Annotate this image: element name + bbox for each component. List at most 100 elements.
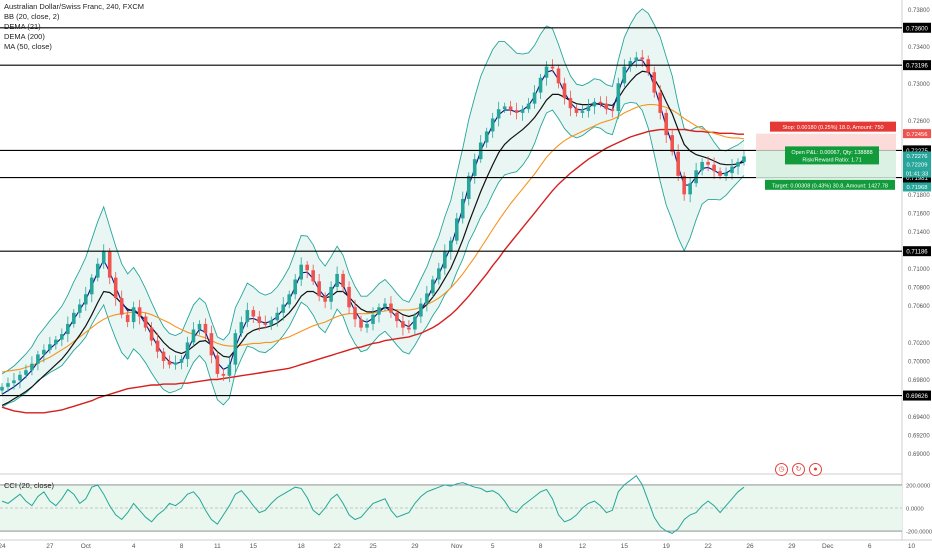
bollinger-lower <box>1 101 745 408</box>
candle-body <box>604 103 609 110</box>
candle-body <box>185 342 190 360</box>
time-tick-6: 15 <box>250 543 258 550</box>
time-tick-3: 4 <box>132 543 136 550</box>
candle-body <box>275 312 280 321</box>
candle-body <box>77 304 82 313</box>
candle-body <box>191 329 196 343</box>
candle-body <box>544 66 549 78</box>
candle-body <box>520 109 525 113</box>
candle-body <box>634 57 639 62</box>
price-tick-10: 0.70600 <box>908 304 930 310</box>
candle-body <box>664 112 669 136</box>
clock-icon[interactable]: ◷ <box>775 463 788 476</box>
candle-body <box>676 151 680 176</box>
candle-body <box>640 57 645 60</box>
candle-body <box>155 340 160 352</box>
cci-legend: CCI (20, close) <box>4 481 55 490</box>
candle-body <box>622 66 627 84</box>
candle-body <box>377 307 381 315</box>
target-label: Target: 0.00308 (0.43%) 30.8, Amount: 14… <box>772 183 888 189</box>
candle-body <box>107 251 112 278</box>
candle-body <box>95 263 100 278</box>
share-icon[interactable]: ↻ <box>792 463 805 476</box>
candle-body <box>215 355 220 374</box>
candle-body <box>437 268 441 280</box>
candle-body <box>448 240 453 252</box>
candle-body <box>574 108 579 113</box>
price-tick-7: 0.71400 <box>908 230 930 236</box>
candle-body <box>335 273 339 287</box>
candle-body <box>628 61 633 67</box>
candle-body <box>425 293 429 304</box>
price-tag-0 <box>903 129 931 139</box>
legend-ma50: MA (50, close) <box>4 42 52 51</box>
time-tick-11: Nov <box>451 543 463 550</box>
candle-body <box>173 362 178 365</box>
candle-body <box>83 294 88 305</box>
level-tag-1 <box>903 60 931 71</box>
candle-body <box>670 135 674 152</box>
time-tick-8: 22 <box>333 543 341 550</box>
price-tag-2 <box>903 159 931 169</box>
price-tick-16: 0.69000 <box>908 452 930 458</box>
candle-body <box>694 170 698 184</box>
candle-body <box>161 351 166 361</box>
candle-body <box>556 68 561 84</box>
cci-line <box>1 474 745 534</box>
candle-body <box>119 298 124 315</box>
level-tag-label-3: 0.71981 <box>906 176 928 182</box>
candle-body <box>245 310 250 323</box>
time-tick-17: 22 <box>704 543 712 550</box>
candle-body <box>305 264 309 271</box>
candle-body <box>502 106 507 110</box>
price-tick-14: 0.69400 <box>908 415 930 421</box>
candle-body <box>197 323 202 330</box>
candle-body <box>706 161 710 165</box>
time-tick-22: 10 <box>908 543 916 550</box>
price-tick-5: 0.71800 <box>908 193 930 199</box>
candle-body <box>526 103 531 110</box>
target-label-box <box>765 179 895 190</box>
candle-body <box>371 314 375 324</box>
price-tag-label-1: 0.72276 <box>907 154 928 160</box>
open-label-box <box>785 146 879 165</box>
candle-body <box>18 374 22 381</box>
candle-body <box>718 171 722 176</box>
candle-body <box>532 92 537 104</box>
bollinger-fill <box>2 8 744 408</box>
candle-body <box>60 334 64 340</box>
candle-body <box>389 303 393 313</box>
candle-body <box>682 175 686 195</box>
level-tag-label-4: 0.71186 <box>906 250 928 256</box>
risk-reward-label: Risk/Reward Ratio: 1.71 <box>802 157 861 163</box>
candle-body <box>0 386 4 391</box>
stop-icon[interactable]: ● <box>809 463 822 476</box>
candle-body <box>353 307 357 320</box>
candle-body <box>419 303 423 317</box>
candle-body <box>359 319 363 328</box>
candle-body <box>658 92 663 113</box>
candle-body <box>472 159 477 176</box>
price-tag-1 <box>903 151 931 161</box>
price-tick-13: 0.69800 <box>908 378 930 384</box>
candle-body <box>143 316 148 328</box>
price-tag-label-3: 01:41:33 <box>906 171 929 177</box>
candle-body <box>562 83 567 99</box>
legend-title: Australian Dollar/Swiss Franc, 240, FXCM <box>4 2 145 11</box>
chart-legend: Australian Dollar/Swiss Franc, 240, FXCM… <box>4 2 144 52</box>
level-tag-5 <box>903 390 931 401</box>
candle-body <box>42 349 46 355</box>
candle-body <box>179 359 184 363</box>
candle-body <box>12 380 16 384</box>
level-tag-2 <box>903 145 931 156</box>
chart-toolbar-icons: ◷ ↻ ● <box>775 463 822 476</box>
candle-body <box>24 370 28 375</box>
candle-body <box>383 303 387 308</box>
time-tick-21: 6 <box>868 543 872 550</box>
candle-body <box>113 277 118 299</box>
candle-body <box>323 296 327 302</box>
level-tag-label-0: 0.73600 <box>906 26 928 32</box>
open-pnl-label: Open P&L: 0.00067, Qty: 138888 <box>791 150 872 156</box>
candle-body <box>454 218 459 241</box>
